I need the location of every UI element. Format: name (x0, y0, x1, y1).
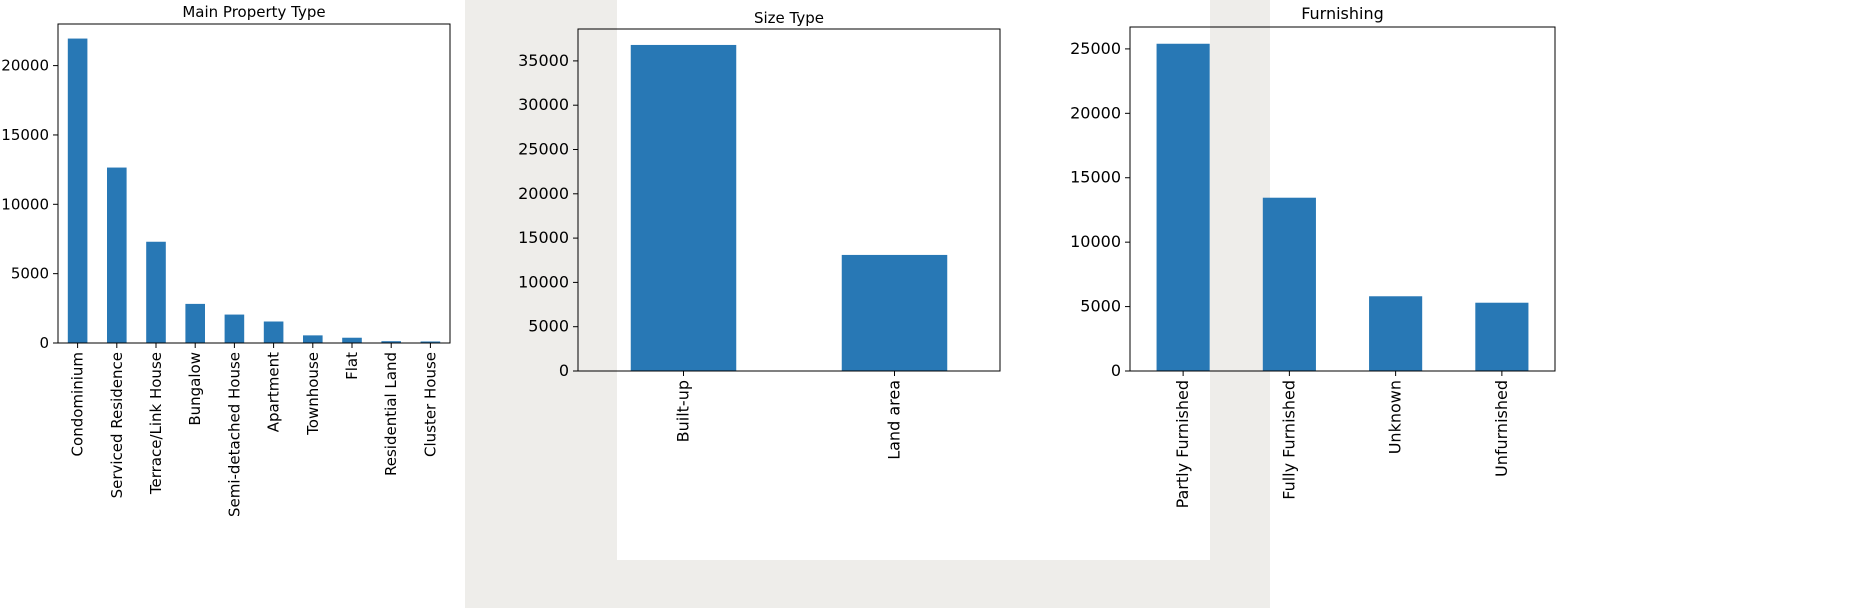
bar-apartment (263, 321, 284, 343)
bar-serviced-residence (107, 167, 127, 343)
bar-land-area (841, 254, 948, 371)
x-tick-label-residential-land: Residential Land (382, 352, 400, 476)
y-tick-label: 0 (559, 361, 569, 380)
bar-semi-detached-house (224, 314, 245, 343)
x-tick-label-built-up: Built-up (674, 380, 693, 442)
y-tick-label: 20000 (1070, 103, 1121, 122)
x-tick-label-partly-furnished: Partly Furnished (1173, 380, 1192, 508)
axes-frame (577, 28, 1001, 372)
x-tick-label-unfurnished: Unfurnished (1492, 380, 1511, 477)
bar-residential-land (381, 341, 401, 343)
bar-fully-furnished (1262, 197, 1316, 371)
x-tick-label-unknown: Unknown (1386, 380, 1405, 454)
x-tick-label-bungalow: Bungalow (186, 352, 204, 426)
chart-title: Main Property Type (182, 3, 325, 21)
x-tick-label-townhouse: Townhouse (304, 352, 322, 436)
y-tick-label: 30000 (518, 95, 569, 114)
y-tick-label: 15000 (1070, 168, 1121, 187)
bar-condominium (67, 38, 88, 344)
y-tick-label: 25000 (1070, 39, 1121, 58)
y-tick-label: 5000 (1080, 297, 1121, 316)
x-tick-label-terrace-link-house: Terrace/Link House (147, 352, 165, 495)
y-tick-label: 10000 (518, 272, 569, 291)
y-tick-label: 5000 (528, 317, 569, 336)
y-tick-label: 10000 (1, 195, 49, 213)
bar-bungalow (185, 303, 205, 343)
bar-partly-furnished (1156, 43, 1210, 371)
bar-flat (342, 337, 362, 343)
x-tick-label-fully-furnished: Fully Furnished (1279, 380, 1298, 500)
x-tick-label-apartment: Apartment (265, 352, 283, 432)
bar-cluster-house (420, 341, 441, 343)
bar-unknown (1369, 296, 1423, 371)
axes-frame (57, 23, 451, 344)
y-tick-label: 20000 (518, 184, 569, 203)
x-tick-label-condominium: Condominium (69, 352, 87, 456)
x-tick-label-cluster-house: Cluster House (421, 352, 439, 457)
chart-title: Furnishing (1301, 4, 1384, 23)
x-tick-label-semi-detached-house: Semi-detached House (225, 352, 243, 517)
y-tick-label: 15000 (1, 126, 49, 144)
y-tick-label: 0 (39, 334, 49, 352)
y-tick-label: 20000 (1, 57, 49, 75)
x-tick-label-land-area: Land area (885, 380, 904, 460)
bar-unfurnished (1475, 302, 1529, 371)
y-tick-label: 10000 (1070, 232, 1121, 251)
y-tick-label: 5000 (11, 265, 49, 283)
bar-terrace-link-house (146, 241, 166, 343)
y-tick-label: 25000 (518, 139, 569, 158)
x-tick-label-flat: Flat (343, 352, 361, 380)
y-tick-label: 35000 (518, 51, 569, 70)
bar-built-up (630, 44, 737, 371)
chart-title: Size Type (754, 9, 824, 27)
y-tick-label: 15000 (518, 228, 569, 247)
bar-townhouse (303, 335, 323, 343)
y-tick-label: 0 (1111, 361, 1121, 380)
x-tick-label-serviced-residence: Serviced Residence (108, 352, 126, 498)
axes-frame (1129, 26, 1556, 372)
